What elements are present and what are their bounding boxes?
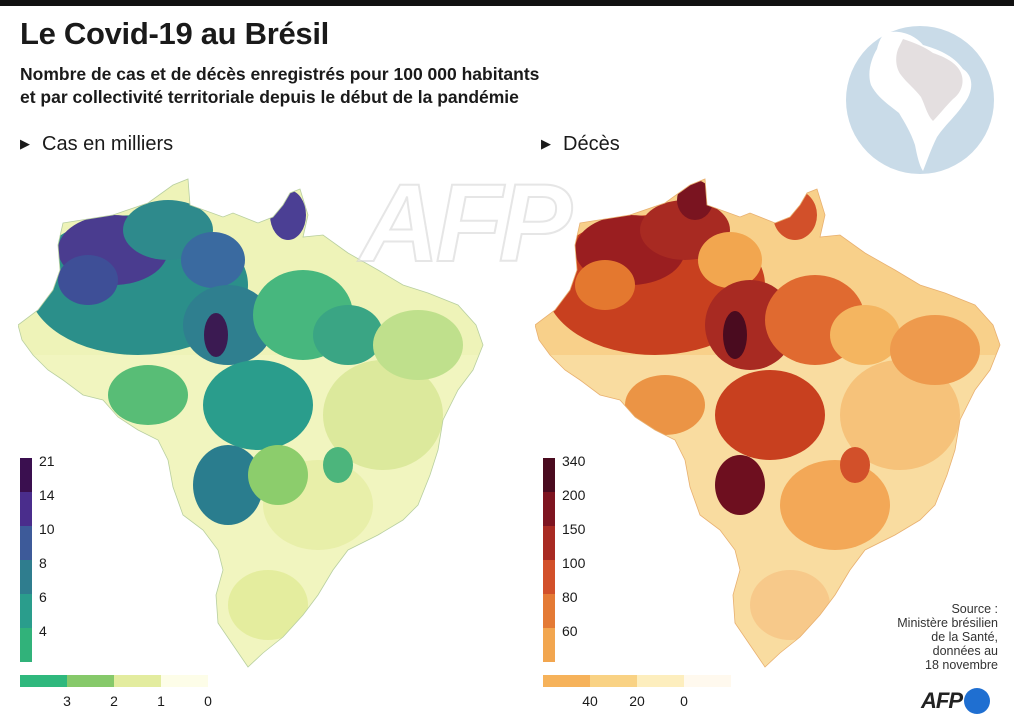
legend-swatch — [590, 675, 637, 687]
source-line: de la Santé, — [931, 630, 998, 644]
legend-label: 40 — [582, 693, 598, 709]
legend-label: 1 — [157, 693, 165, 709]
legend-swatch — [20, 628, 32, 662]
legend-label: 20 — [629, 693, 645, 709]
legend-swatch — [67, 675, 114, 687]
source-line: Source : — [951, 602, 998, 616]
source-line: 18 novembre — [925, 658, 998, 672]
legend-label: 4 — [39, 623, 47, 639]
legend-swatch — [161, 675, 208, 687]
legend-swatch — [20, 458, 32, 492]
legend-label: 80 — [562, 589, 578, 605]
legend-label: 200 — [562, 487, 586, 503]
legend-label: 6 — [39, 589, 47, 605]
legend-label: 60 — [562, 623, 578, 639]
legend-swatch — [684, 675, 731, 687]
subtitle-line-1: Nombre de cas et de décès enregistrés po… — [20, 64, 540, 84]
deaths-map — [535, 178, 1001, 668]
legend-label: 10 — [39, 521, 55, 537]
legend-label: 0 — [680, 693, 688, 709]
page-subtitle: Nombre de cas et de décès enregistrés po… — [20, 63, 660, 109]
legend-label: 14 — [39, 487, 55, 503]
deaths-map-header: ▶ Décès — [541, 133, 620, 156]
legend-swatch — [637, 675, 684, 687]
legend-label: 8 — [39, 555, 47, 571]
cases-map — [18, 178, 484, 668]
afp-logo-text: AFP — [921, 688, 963, 713]
legend-label: 150 — [562, 521, 586, 537]
page-title: Le Covid-19 au Brésil — [20, 16, 329, 51]
globe-locator — [846, 26, 994, 174]
afp-watermark: AFP — [359, 161, 573, 286]
triangle-icon: ▶ — [20, 135, 30, 151]
cases-map-header: ▶ Cas en milliers — [20, 133, 173, 156]
legend-label: 100 — [562, 555, 586, 571]
legend-swatch — [20, 594, 32, 628]
legend-swatch — [20, 526, 32, 560]
source-note: Source : Ministère brésilien de la Santé… — [897, 602, 998, 672]
legend-swatch — [543, 594, 555, 628]
afp-logo-dot — [964, 688, 990, 714]
top-bar — [0, 0, 1014, 6]
legend-swatch — [20, 560, 32, 594]
legend-swatch — [543, 492, 555, 526]
legend-label: 21 — [39, 453, 55, 469]
afp-logo: AFP — [921, 688, 990, 714]
legend-swatch — [20, 675, 67, 687]
legend-swatch — [543, 628, 555, 662]
legend-swatch — [543, 526, 555, 560]
legend-swatch — [20, 492, 32, 526]
source-line: Ministère brésilien — [897, 616, 998, 630]
legend-swatch — [543, 458, 555, 492]
legend-label: 2 — [110, 693, 118, 709]
legend-label: 0 — [204, 693, 212, 709]
legend-swatch — [543, 675, 590, 687]
subtitle-line-2: et par collectivité territoriale depuis … — [20, 87, 519, 107]
legend-label: 340 — [562, 453, 586, 469]
triangle-icon: ▶ — [541, 135, 551, 151]
legend-swatch — [114, 675, 161, 687]
deaths-map-title: Décès — [563, 133, 620, 155]
legend-label: 3 — [63, 693, 71, 709]
cases-map-title: Cas en milliers — [42, 133, 174, 155]
legend-swatch — [543, 560, 555, 594]
source-line: données au — [932, 644, 998, 658]
